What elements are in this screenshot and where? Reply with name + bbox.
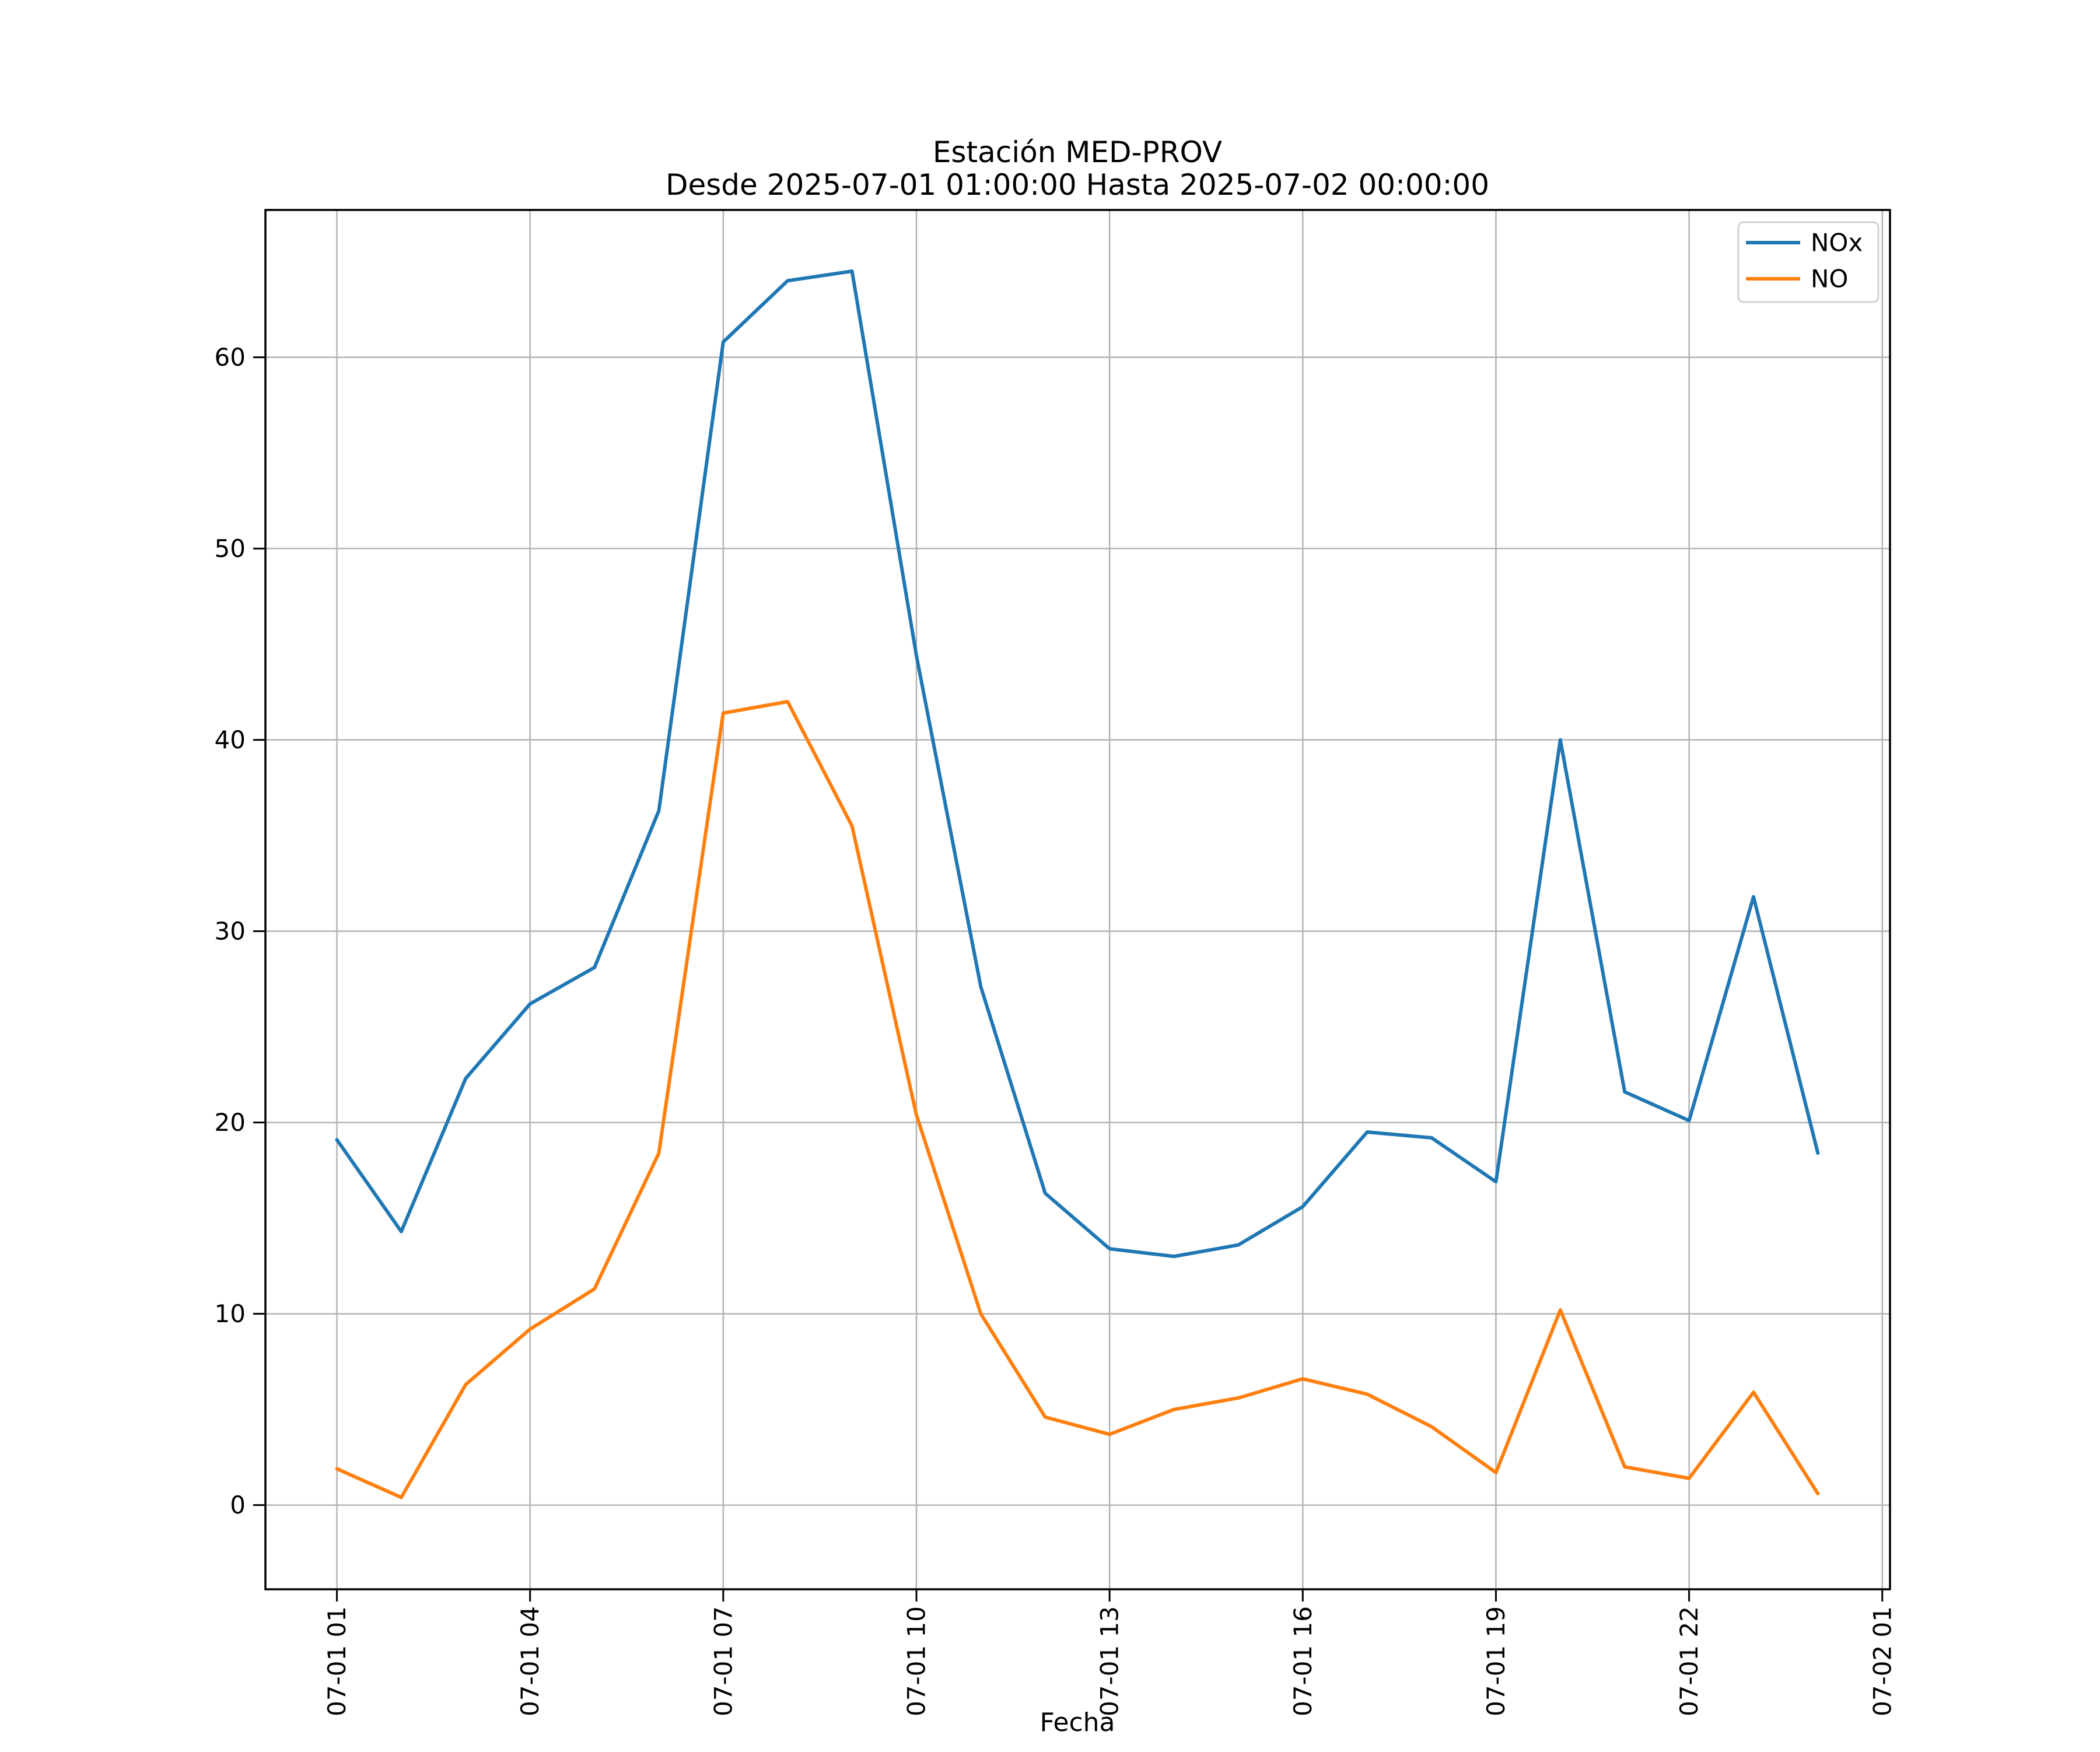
y-tick-label: 0 (230, 1491, 246, 1519)
grid-lines (265, 210, 1890, 1589)
plot-spines (264, 209, 1891, 1590)
legend: NOx NO (1737, 221, 1880, 303)
x-axis-label: Fecha (1040, 1708, 1115, 1737)
y-tick-label: 10 (215, 1299, 246, 1328)
x-tick-label: 07-01 16 (1289, 1606, 1317, 1716)
x-tick-label: 07-01 04 (516, 1606, 544, 1716)
x-tick-label: 07-01 10 (902, 1606, 930, 1716)
y-tick-label: 30 (215, 917, 246, 945)
axes-spines-ticks (253, 209, 1891, 1602)
legend-label-nox: NOx (1811, 229, 1863, 257)
y-tick-label: 50 (215, 534, 246, 563)
y-tick-label: 60 (215, 343, 246, 372)
series-line-no (335, 700, 1820, 1499)
y-tick-labels: 0 10 20 30 40 50 60 (215, 343, 246, 1519)
x-tick-label: 07-01 19 (1482, 1606, 1510, 1716)
x-tick-label: 07-01 13 (1096, 1606, 1124, 1716)
x-tick-label: 07-02 01 (1868, 1606, 1896, 1716)
x-tick-label: 07-01 07 (709, 1606, 737, 1716)
y-tick-label: 40 (215, 726, 246, 754)
chart-title-line2: Desde 2025-07-01 01:00:00 Hasta 2025-07-… (666, 168, 1489, 202)
y-tick-label: 20 (215, 1108, 246, 1137)
data-series-lines (335, 269, 1820, 1499)
x-tick-label: 07-01 01 (323, 1606, 351, 1716)
x-tick-labels: 07-01 01 07-01 04 07-01 07 07-01 10 07-01 13… (323, 1606, 1896, 1716)
chart-title-line1: Estación MED-PROV (933, 135, 1222, 169)
x-tick-label: 07-01 22 (1675, 1606, 1703, 1716)
legend-label-no: NO (1811, 265, 1848, 293)
series-line-nox (335, 269, 1820, 1259)
